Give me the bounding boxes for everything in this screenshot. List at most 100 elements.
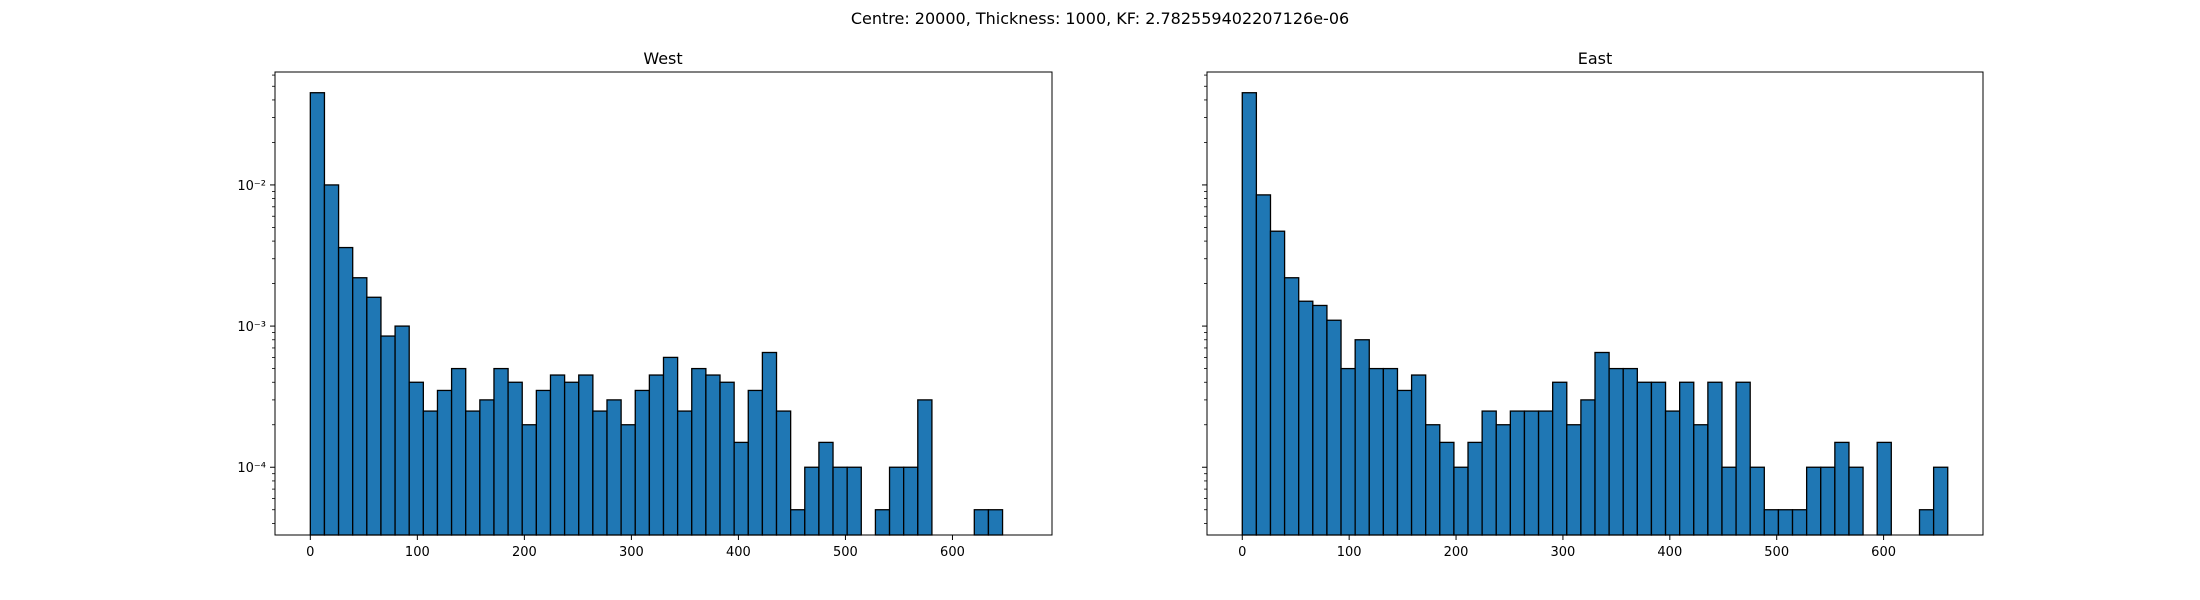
- east-bar: [1552, 381, 1568, 536]
- east-bar: [1834, 441, 1850, 536]
- east-bar: [1312, 304, 1328, 536]
- west-bar: [563, 381, 580, 536]
- west-bar: [691, 367, 707, 536]
- west-histogram-axes-frame: [274, 71, 1053, 536]
- east-bar: [1693, 424, 1709, 536]
- west-bar: [578, 374, 594, 536]
- west-bar: [832, 466, 848, 536]
- east-bar: [1354, 339, 1370, 536]
- east-bar: [1425, 424, 1441, 536]
- west-histogram-title: West: [643, 49, 682, 68]
- west-bar: [323, 184, 340, 536]
- west-x-tick-label: 100: [405, 545, 430, 560]
- east-bar: [1509, 410, 1526, 536]
- east-bar: [1326, 319, 1342, 536]
- east-x-tick-label: 500: [1764, 545, 1789, 560]
- east-histogram-title: East: [1578, 49, 1613, 68]
- west-bar: [676, 410, 693, 536]
- east-bar: [1707, 381, 1723, 536]
- west-bar: [733, 441, 749, 536]
- east-bar: [1580, 399, 1596, 536]
- west-bar: [592, 410, 608, 536]
- east-bar: [1382, 367, 1399, 536]
- east-x-tick-label: 300: [1551, 545, 1576, 560]
- west-bar: [917, 399, 933, 536]
- west-bar: [521, 424, 538, 536]
- west-bar: [422, 410, 439, 536]
- east-bar: [1283, 277, 1300, 536]
- west-x-tick-label: 500: [833, 545, 858, 560]
- west-bar: [549, 374, 566, 536]
- west-x-tick-label: 400: [726, 545, 751, 560]
- west-x-tick-label: 600: [940, 545, 965, 560]
- west-x-tick-label: 200: [512, 545, 537, 560]
- west-y-tick-label: 10⁻³: [237, 320, 266, 335]
- east-bar: [1650, 381, 1667, 536]
- east-bar: [1298, 300, 1314, 536]
- west-bar: [535, 389, 552, 536]
- east-bar: [1622, 367, 1638, 536]
- west-bar: [761, 351, 778, 536]
- west-bar: [662, 356, 679, 536]
- east-bar: [1805, 466, 1822, 536]
- east-bar: [1255, 194, 1272, 536]
- west-bar: [888, 466, 905, 536]
- west-histogram-panel: West 0 100 200 300 400 500 600 10⁻⁴ 10⁻³ 10⁻²: [237, 49, 1053, 560]
- west-y-tick-label: 10⁻⁴: [237, 461, 266, 476]
- east-bar: [1481, 410, 1497, 536]
- west-y-tick-label: 10⁻²: [237, 179, 266, 194]
- west-bar: [408, 381, 424, 536]
- west-x-tick-label: 300: [619, 545, 644, 560]
- west-bar: [493, 367, 509, 536]
- east-bar: [1932, 466, 1949, 536]
- east-bar: [1523, 410, 1540, 536]
- west-bar: [465, 410, 481, 536]
- west-bar: [352, 277, 368, 536]
- west-bar: [987, 509, 1004, 536]
- west-bar: [818, 441, 834, 536]
- west-bar: [648, 374, 665, 536]
- east-bar: [1918, 509, 1935, 536]
- east-histogram-bars: [1241, 92, 1949, 536]
- east-bar: [1467, 441, 1483, 536]
- west-bar: [366, 296, 382, 536]
- figure-suptitle: Centre: 20000, Thickness: 1000, KF: 2.78…: [851, 9, 1349, 28]
- west-bar: [634, 389, 651, 536]
- west-histogram-bars: [309, 92, 1004, 536]
- west-bar: [394, 325, 410, 536]
- west-bar: [903, 466, 919, 536]
- west-bar: [804, 466, 820, 536]
- west-x-tick-label: 0: [306, 545, 314, 560]
- east-bar: [1791, 509, 1808, 536]
- east-bar: [1439, 441, 1455, 536]
- east-x-tick-label: 400: [1657, 545, 1682, 560]
- east-bar: [1410, 374, 1427, 536]
- east-bar: [1820, 466, 1836, 536]
- west-bar: [507, 381, 523, 536]
- east-bar: [1876, 441, 1892, 536]
- east-bar: [1594, 351, 1610, 536]
- west-bar: [790, 509, 806, 536]
- east-bar: [1495, 424, 1511, 536]
- east-histogram-panel: East 0 100 200 300 400 500 600: [1202, 49, 1984, 560]
- west-bar: [606, 399, 622, 536]
- east-bar: [1664, 410, 1681, 536]
- east-x-tick-label: 200: [1444, 545, 1469, 560]
- west-histogram-ticks: 0 100 200 300 400 500 600 10⁻⁴ 10⁻³ 10⁻²: [237, 74, 965, 560]
- east-bar: [1608, 367, 1624, 536]
- east-histogram-axes-frame: [1206, 71, 1984, 536]
- west-bar: [380, 335, 396, 536]
- east-bar: [1396, 389, 1413, 536]
- west-bar: [620, 424, 636, 536]
- east-bar: [1721, 466, 1737, 536]
- east-bar: [1735, 381, 1751, 536]
- east-bar: [1269, 230, 1286, 536]
- east-x-tick-label: 100: [1337, 545, 1362, 560]
- west-bar: [309, 92, 326, 536]
- east-bar: [1679, 381, 1695, 536]
- west-bar: [705, 374, 721, 536]
- west-bar: [874, 509, 891, 536]
- east-bar: [1340, 367, 1356, 536]
- east-bar: [1566, 424, 1582, 536]
- west-bar: [846, 466, 862, 536]
